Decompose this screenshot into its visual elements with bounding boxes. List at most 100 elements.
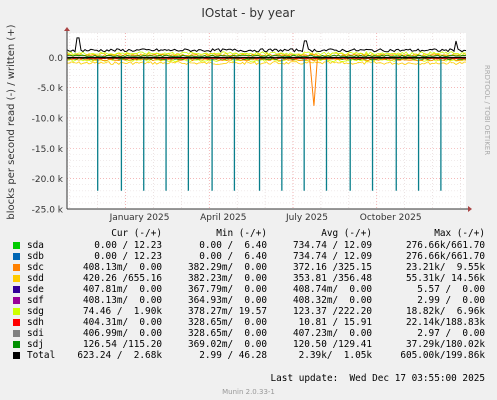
y-tick-label: -10.0 k [32, 114, 64, 124]
legend-cur: 0.00 / 12.23 [94, 240, 162, 251]
y-tick-label: -25.0 k [32, 206, 64, 216]
legend-max: 2.97 / 0.00 [417, 328, 485, 339]
legend-swatch [13, 264, 20, 271]
legend-cur: 420.26 /655.16 [82, 273, 162, 284]
y-tick-label: 0.0 [49, 54, 64, 64]
munin-version: Munin 2.0.33-1 [222, 388, 275, 396]
legend-avg: 734.74 / 12.09 [292, 251, 372, 262]
legend-cur: 126.54 /115.20 [82, 339, 162, 350]
legend-name: sde [27, 284, 44, 295]
legend-min: 364.93m/ 0.00 [187, 295, 267, 306]
tick-labels: 0.0 -5.0 k -10.0 k -15.0 k -20.0 k -25.0 k Jan… [32, 54, 422, 223]
legend-avg: 120.50 /129.41 [292, 339, 372, 350]
legend-min: 367.79m/ 0.00 [187, 284, 267, 295]
legend-cur: 623.24 / 2.68k [77, 350, 162, 361]
legend-swatch [13, 319, 20, 326]
legend-swatch [13, 275, 20, 282]
x-tick-label: January 2025 [109, 213, 170, 223]
legend-min: 328.65m/ 0.00 [187, 328, 267, 339]
legend-swatch [13, 286, 20, 293]
legend-max: 276.66k/661.70 [405, 251, 485, 262]
legend-name: sdj [27, 339, 44, 350]
legend-min: 369.02m/ 0.00 [187, 339, 267, 350]
sdc-dip [309, 59, 318, 106]
series-total-write [66, 37, 467, 53]
legend-min: 378.27m/ 19.57 [187, 306, 267, 317]
legend-min: 382.23m/ 0.00 [187, 273, 267, 284]
legend-max: 37.29k/180.02k [405, 339, 485, 350]
chart-title: IOstat - by year [201, 6, 294, 20]
x-axis-arrow [468, 206, 472, 212]
x-tick-label: July 2025 [285, 213, 328, 223]
legend-row-sdb: sdb 0.00 / 12.23 0.00 / 6.40 734.74 / 12.09… [0, 251, 497, 262]
legend-cur: 408.13m/ 0.00 [82, 262, 162, 273]
legend-name: sdh [27, 317, 44, 328]
legend-avg: 408.32m/ 0.00 [292, 295, 372, 306]
legend-name: sdc [27, 262, 44, 273]
y-axis-arrow [64, 27, 70, 31]
legend-swatch [13, 330, 20, 337]
legend-max: 22.14k/188.83k [405, 317, 485, 328]
series-sdj-read [66, 57, 467, 60]
legend-max: 276.66k/661.70 [405, 240, 485, 251]
legend-row-sdi: sdi 406.99m/ 0.00 328.65m/ 0.00 407.23m/ 0.… [0, 328, 497, 339]
y-tick-label: -5.0 k [37, 84, 63, 94]
grid [67, 32, 466, 210]
legend-name: sda [27, 240, 44, 251]
axes [64, 27, 472, 212]
legend-row-sda: sda 0.00 / 12.23 0.00 / 6.40 734.74 / 12.09… [0, 240, 497, 251]
legend-swatch [13, 352, 20, 359]
legend-avg: 10.81 / 15.91 [298, 317, 372, 328]
legend-name: Total [27, 350, 56, 361]
legend-row-sdd: sdd 420.26 /655.16 382.23m/ 0.00 353.81 /35… [0, 273, 497, 284]
legend-row-sdg: sdg 74.46 / 1.90k 378.27m/ 19.57 123.37 /22… [0, 306, 497, 317]
legend-min: 328.65m/ 0.00 [187, 317, 267, 328]
x-tick-label: April 2025 [200, 213, 246, 223]
watermark: RRDTOOL / TOBI OETIKER [483, 65, 491, 155]
legend-avg: 123.37 /222.20 [292, 306, 372, 317]
header-max: Max (-/+) [434, 228, 485, 239]
legend-swatch [13, 242, 20, 249]
legend-row-sdc: sdc 408.13m/ 0.00 382.29m/ 0.00 372.16 /325… [0, 262, 497, 273]
legend-name: sdg [27, 306, 44, 317]
legend-swatch [13, 253, 20, 260]
legend-max: 23.21k/ 9.55k [405, 262, 485, 273]
series-sdd-read [66, 60, 467, 66]
legend-name: sdf [27, 295, 44, 306]
series-sdj-write [66, 54, 467, 58]
legend-max: 55.31k/ 14.56k [405, 273, 485, 284]
series-layer [66, 37, 467, 191]
legend-row-total: Total 623.24 / 2.68k 2.99 / 46.28 2.39k/ 1.… [0, 350, 497, 361]
legend-max: 605.00k/199.86k [400, 350, 485, 361]
legend-cur: 406.99m/ 0.00 [82, 328, 162, 339]
legend-min: 0.00 / 6.40 [199, 240, 267, 251]
legend-avg: 408.74m/ 0.00 [292, 284, 372, 295]
legend-max: 2.99 / 0.00 [417, 295, 485, 306]
legend-row-sdh: sdh 404.31m/ 0.00 328.65m/ 0.00 10.81 / 15.… [0, 317, 497, 328]
legend-swatch [13, 297, 20, 304]
legend-cur: 74.46 / 1.90k [82, 306, 162, 317]
legend-min: 382.29m/ 0.00 [187, 262, 267, 273]
legend-name: sdd [27, 273, 44, 284]
legend-row-sdf: sdf 408.13m/ 0.00 364.93m/ 0.00 408.32m/ 0.… [0, 295, 497, 306]
legend-avg: 407.23m/ 0.00 [292, 328, 372, 339]
legend-row-sdj: sdj 126.54 /115.20 369.02m/ 0.00 120.50 /12… [0, 339, 497, 350]
header-cur: Cur (-/+) [111, 228, 162, 239]
legend-avg: 372.16 /325.15 [292, 262, 372, 273]
legend-swatch [13, 308, 20, 315]
y-axis-label: blocks per second read (-) / written (+) [6, 24, 17, 219]
legend-cur: 404.31m/ 0.00 [82, 317, 162, 328]
legend-max: 18.82k/ 6.96k [405, 306, 485, 317]
legend-min: 0.00 / 6.40 [199, 251, 267, 262]
legend-cur: 0.00 / 12.23 [94, 251, 162, 262]
legend-avg: 2.39k/ 1.05k [298, 350, 372, 361]
legend-cur: 408.13m/ 0.00 [82, 295, 162, 306]
legend-cur: 407.81m/ 0.00 [82, 284, 162, 295]
y-tick-label: -15.0 k [32, 145, 64, 155]
header-min: Min (-/+) [216, 228, 267, 239]
last-update: Last update: Wed Dec 17 03:55:00 2025 [270, 373, 485, 384]
header-avg: Avg (-/+) [321, 228, 372, 239]
legend-avg: 353.81 /356.48 [292, 273, 372, 284]
legend-name: sdi [27, 328, 44, 339]
legend-avg: 734.74 / 12.09 [292, 240, 372, 251]
